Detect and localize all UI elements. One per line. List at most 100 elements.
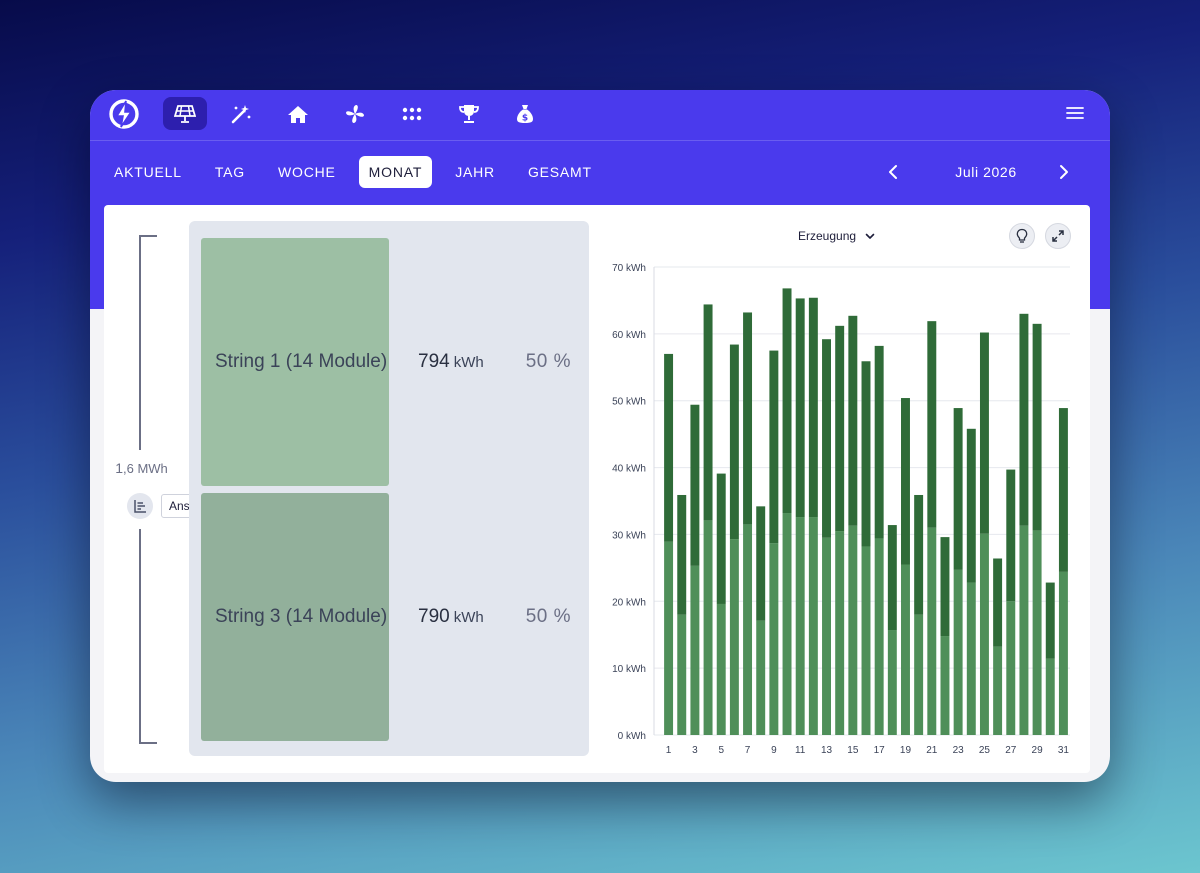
bar-segment[interactable] [769,543,779,735]
bar-segment[interactable] [848,525,858,735]
bar-segment[interactable] [1058,408,1068,572]
string-row: String 1 (14 Module) 794 kWh 50 % [215,347,575,377]
bar-segment[interactable] [835,531,845,735]
bar-segment[interactable] [835,325,845,532]
money-bag-icon[interactable]: $ [503,97,547,130]
bar-segment[interactable] [979,332,989,534]
total-unit: MWh [137,461,168,476]
tab-woche[interactable]: WOCHE [278,164,336,180]
tab-aktuell[interactable]: AKTUELL [114,164,182,180]
x-tick-label: 15 [847,745,859,756]
bar-segment[interactable] [887,525,897,631]
bar-segment[interactable] [808,297,818,518]
bar-segment[interactable] [716,473,726,604]
solar-panel-icon[interactable] [163,97,207,130]
fan-icon[interactable] [333,97,377,130]
bar-segment[interactable] [716,603,726,735]
bar-segment[interactable] [743,312,753,525]
bar-segment[interactable] [1045,582,1055,659]
bar-segment[interactable] [703,520,713,735]
lightbulb-button[interactable] [1009,223,1035,249]
bar-segment[interactable] [927,527,937,735]
bar-segment[interactable] [782,513,792,735]
hamburger-menu-icon[interactable] [1066,105,1084,121]
bar-segment[interactable] [966,582,976,735]
switch-view-button[interactable] [127,493,153,519]
bar-segment[interactable] [756,506,766,621]
bar-segment[interactable] [940,636,950,735]
date-label: Juli 2026 [955,164,1017,180]
svg-text:$: $ [522,113,528,123]
bar-segment[interactable] [914,614,924,735]
bar-segment[interactable] [677,614,687,735]
bar-segment[interactable] [690,565,700,735]
bar-segment[interactable] [822,537,831,735]
bar-segment[interactable] [756,620,766,735]
chevron-left-icon[interactable] [885,164,901,180]
bar-segment[interactable] [703,304,713,521]
apps-grid-icon[interactable] [390,97,434,130]
tab-monat[interactable]: MONAT [358,156,433,188]
bar-segment[interactable] [822,339,831,538]
bar-segment[interactable] [664,541,674,735]
y-tick-label: 40 kWh [612,464,646,475]
bar-segment[interactable] [901,564,910,735]
chart-type-dropdown[interactable]: Erzeugung [798,229,876,243]
string-name: String 3 (14 Module) [215,606,388,627]
bar-segment[interactable] [887,630,897,735]
tab-jahr[interactable]: JAHR [455,164,495,180]
bar-segment[interactable] [953,569,963,735]
bar-segment[interactable] [874,345,884,539]
bar-segment[interactable] [979,533,989,735]
bar-segment[interactable] [808,517,818,735]
bar-segment[interactable] [861,546,871,735]
bar-segment[interactable] [861,361,871,547]
total-value: 1 [115,460,123,476]
magic-wand-icon[interactable] [219,97,263,130]
bar-list-icon [134,500,146,513]
bar-segment[interactable] [1032,323,1042,531]
date-navigator: Juli 2026 [885,156,1085,188]
bar-segment[interactable] [782,288,792,514]
x-tick-label: 9 [771,745,777,756]
bar-segment[interactable] [940,537,950,637]
bar-segment[interactable] [1019,525,1029,735]
string-name: String 1 (14 Module) [215,351,388,372]
home-icon[interactable] [276,97,320,130]
bar-segment[interactable] [729,344,739,540]
string-unit: kWh [453,353,484,371]
bar-segment[interactable] [848,315,858,526]
fullscreen-button[interactable] [1045,223,1071,249]
bar-segment[interactable] [795,298,805,518]
bar-segment[interactable] [795,517,805,735]
bar-segment[interactable] [1006,601,1016,735]
bar-segment[interactable] [966,428,976,583]
bar-segment[interactable] [993,558,1003,647]
x-tick-label: 3 [692,745,698,756]
trophy-icon[interactable] [447,97,491,130]
bar-segment[interactable] [874,538,884,735]
bar-segment[interactable] [914,494,924,615]
chevron-right-icon[interactable] [1056,164,1072,180]
bar-segment[interactable] [901,398,910,565]
tab-gesamt[interactable]: GESAMT [527,164,592,180]
bar-segment[interactable] [1019,313,1029,526]
y-tick-label: 60 kWh [612,330,646,341]
bar-segment[interactable] [729,539,739,735]
bar-segment[interactable] [927,321,937,528]
bar-segment[interactable] [664,353,674,542]
y-tick-label: 50 kWh [612,397,646,408]
bar-segment[interactable] [769,350,779,544]
bar-segment[interactable] [993,646,1003,735]
bar-segment[interactable] [1058,571,1068,735]
bar-segment[interactable] [1045,658,1055,735]
bar-segment[interactable] [1032,530,1042,735]
bar-segment[interactable] [690,404,700,566]
string-unit: kWh [453,608,484,626]
logo-icon[interactable] [109,99,139,129]
bar-segment[interactable] [677,494,687,615]
bar-segment[interactable] [953,408,963,570]
bar-segment[interactable] [743,524,753,735]
bar-segment[interactable] [1006,469,1016,602]
tab-tag[interactable]: TAG [214,164,245,180]
